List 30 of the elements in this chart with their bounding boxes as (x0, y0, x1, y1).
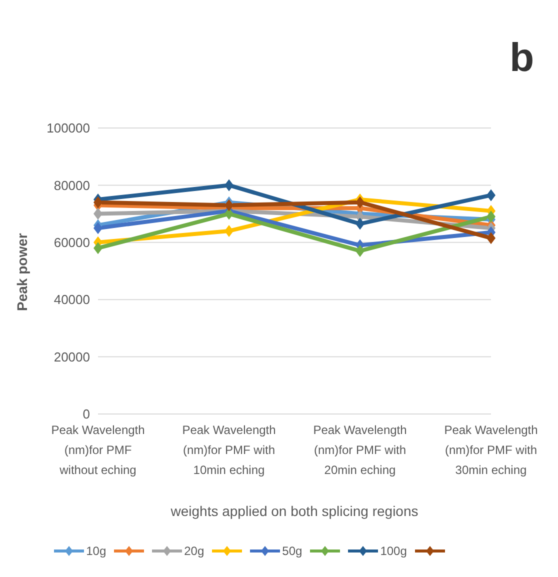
point (224, 199, 234, 212)
y-axis-title: Peak power (14, 232, 30, 311)
y-tick-label: 60000 (54, 235, 90, 250)
point (94, 196, 102, 208)
chart-title: b (510, 36, 534, 81)
x-tick-label: Peak Wavelength (nm)for PMF with 30min eching (444, 423, 538, 477)
x-tick-label: Peak Wavelength (nm)for PMF with 10min eching (182, 423, 276, 477)
point (94, 242, 102, 254)
point (356, 244, 364, 257)
y-tick-label: 20000 (54, 349, 90, 364)
point (356, 218, 364, 230)
legend-label: 100g (380, 544, 407, 558)
point (94, 222, 102, 234)
y-tick-label: 80000 (54, 178, 90, 193)
x-tick-label: Peak Wavelength (nm)for PMF without eching (51, 423, 145, 477)
point (356, 196, 364, 208)
point (486, 189, 496, 202)
y-tick-label: 40000 (54, 292, 90, 308)
point (486, 232, 496, 244)
x-axis-title: weights applied on both splicing regions (170, 503, 418, 519)
point (486, 210, 496, 223)
point (94, 208, 102, 220)
legend-label: 10g (86, 544, 106, 558)
y-tick-label: 0 (82, 406, 90, 422)
x-tick-label: Peak Wavelength (nm)for PMF with 20min eching (313, 423, 407, 477)
point (224, 179, 234, 192)
point (224, 224, 234, 237)
y-tick-label: 100000 (46, 120, 90, 136)
legend-label: 50g (282, 544, 302, 558)
legend-label: 20g (184, 544, 204, 558)
